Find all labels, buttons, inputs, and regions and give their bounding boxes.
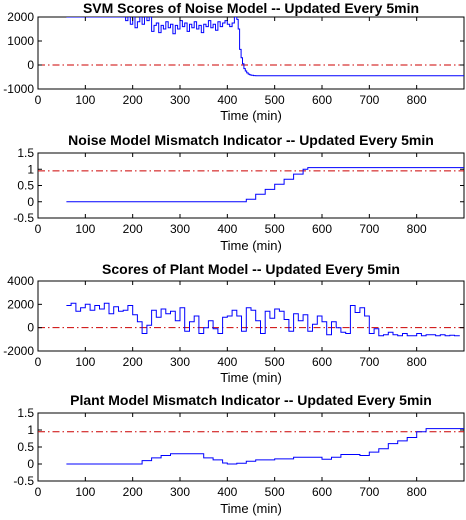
x-tick-label: 800 bbox=[407, 93, 427, 107]
x-tick-label: 300 bbox=[170, 222, 190, 236]
subplot-4: 0 100 200 300 400 500 600 700 800-0.500.511.5Pla… bbox=[13, 392, 465, 516]
chart-title: Plant Model Mismatch Indicator -- Update… bbox=[70, 392, 432, 408]
y-tick-label: 1 bbox=[27, 162, 34, 176]
x-tick-label: 200 bbox=[123, 222, 143, 236]
x-axis-label: Time (min) bbox=[220, 501, 282, 516]
y-tick-label: -0.5 bbox=[13, 211, 34, 225]
y-tick-label: 2000 bbox=[7, 297, 34, 311]
chart-title: Noise Model Mismatch Indicator -- Update… bbox=[68, 132, 434, 148]
x-tick-label: 700 bbox=[359, 93, 379, 107]
y-tick-label: 0.5 bbox=[17, 179, 34, 193]
x-tick-label: 0 bbox=[35, 355, 42, 369]
y-tick-label: -2000 bbox=[3, 344, 34, 358]
y-tick-label: 2000 bbox=[7, 10, 34, 24]
x-tick-label: 600 bbox=[312, 93, 332, 107]
y-tick-label: 0 bbox=[27, 58, 34, 72]
x-tick-label: 500 bbox=[265, 222, 285, 236]
y-tick-label: 0 bbox=[27, 321, 34, 335]
subplot-3: 0 100 200 300 400 500 600 700 800-2000020004000S… bbox=[3, 261, 465, 385]
x-tick-label: 100 bbox=[75, 93, 95, 107]
x-tick-label: 400 bbox=[217, 485, 237, 499]
x-tick-label: 0 bbox=[35, 93, 42, 107]
subplot-2: 0 100 200 300 400 500 600 700 800-0.500.511.5Noi… bbox=[13, 132, 465, 253]
y-tick-label: 1000 bbox=[7, 34, 34, 48]
y-tick-label: 0 bbox=[27, 457, 34, 471]
x-tick-label: 300 bbox=[170, 485, 190, 499]
x-tick-label: 400 bbox=[217, 93, 237, 107]
plot-area bbox=[37, 412, 465, 482]
x-tick-label: 100 bbox=[75, 355, 95, 369]
x-tick-label: 600 bbox=[312, 485, 332, 499]
x-tick-label: 200 bbox=[123, 485, 143, 499]
x-tick-label: 500 bbox=[265, 355, 285, 369]
x-tick-label: 800 bbox=[407, 485, 427, 499]
x-tick-label: 0 bbox=[35, 222, 42, 236]
x-tick-label: 100 bbox=[75, 222, 95, 236]
y-tick-label: 4000 bbox=[7, 274, 34, 288]
x-tick-label: 500 bbox=[265, 93, 285, 107]
x-tick-label: 600 bbox=[312, 355, 332, 369]
plot-area bbox=[37, 16, 465, 90]
x-axis-label: Time (min) bbox=[220, 370, 282, 385]
x-tick-label: 0 bbox=[35, 485, 42, 499]
x-tick-label: 200 bbox=[123, 93, 143, 107]
x-tick-label: 600 bbox=[312, 222, 332, 236]
series-line-1 bbox=[66, 302, 460, 337]
y-tick-label: 0.5 bbox=[17, 440, 34, 454]
x-tick-label: 700 bbox=[359, 355, 379, 369]
series-line-1 bbox=[66, 428, 464, 465]
chart-title: Scores of Plant Model -- Updated Every 5… bbox=[102, 261, 400, 277]
x-tick-label: 300 bbox=[170, 93, 190, 107]
x-axis-label: Time (min) bbox=[220, 108, 282, 123]
x-tick-label: 700 bbox=[359, 222, 379, 236]
y-tick-label: -1000 bbox=[3, 82, 34, 96]
x-axis-label: Time (min) bbox=[220, 238, 282, 253]
x-tick-label: 100 bbox=[75, 485, 95, 499]
x-tick-label: 800 bbox=[407, 222, 427, 236]
y-tick-label: -0.5 bbox=[13, 474, 34, 488]
x-tick-label: 400 bbox=[217, 355, 237, 369]
y-tick-label: 1.5 bbox=[17, 406, 34, 420]
x-tick-label: 300 bbox=[170, 355, 190, 369]
chart-title: SVM Scores of Noise Model -- Updated Eve… bbox=[83, 0, 419, 16]
plot-area bbox=[37, 280, 465, 352]
x-tick-label: 200 bbox=[123, 355, 143, 369]
y-tick-label: 0 bbox=[27, 195, 34, 209]
plot-area bbox=[37, 152, 465, 219]
series-line-1 bbox=[66, 17, 464, 77]
x-tick-label: 700 bbox=[359, 485, 379, 499]
y-tick-label: 1 bbox=[27, 423, 34, 437]
x-tick-label: 500 bbox=[265, 485, 285, 499]
subplot-1: 0 100 200 300 400 500 600 700 800-1000010002000S… bbox=[3, 0, 465, 123]
y-tick-label: 1.5 bbox=[17, 146, 34, 160]
x-tick-label: 400 bbox=[217, 222, 237, 236]
series-line-1 bbox=[66, 167, 464, 203]
x-tick-label: 800 bbox=[407, 355, 427, 369]
